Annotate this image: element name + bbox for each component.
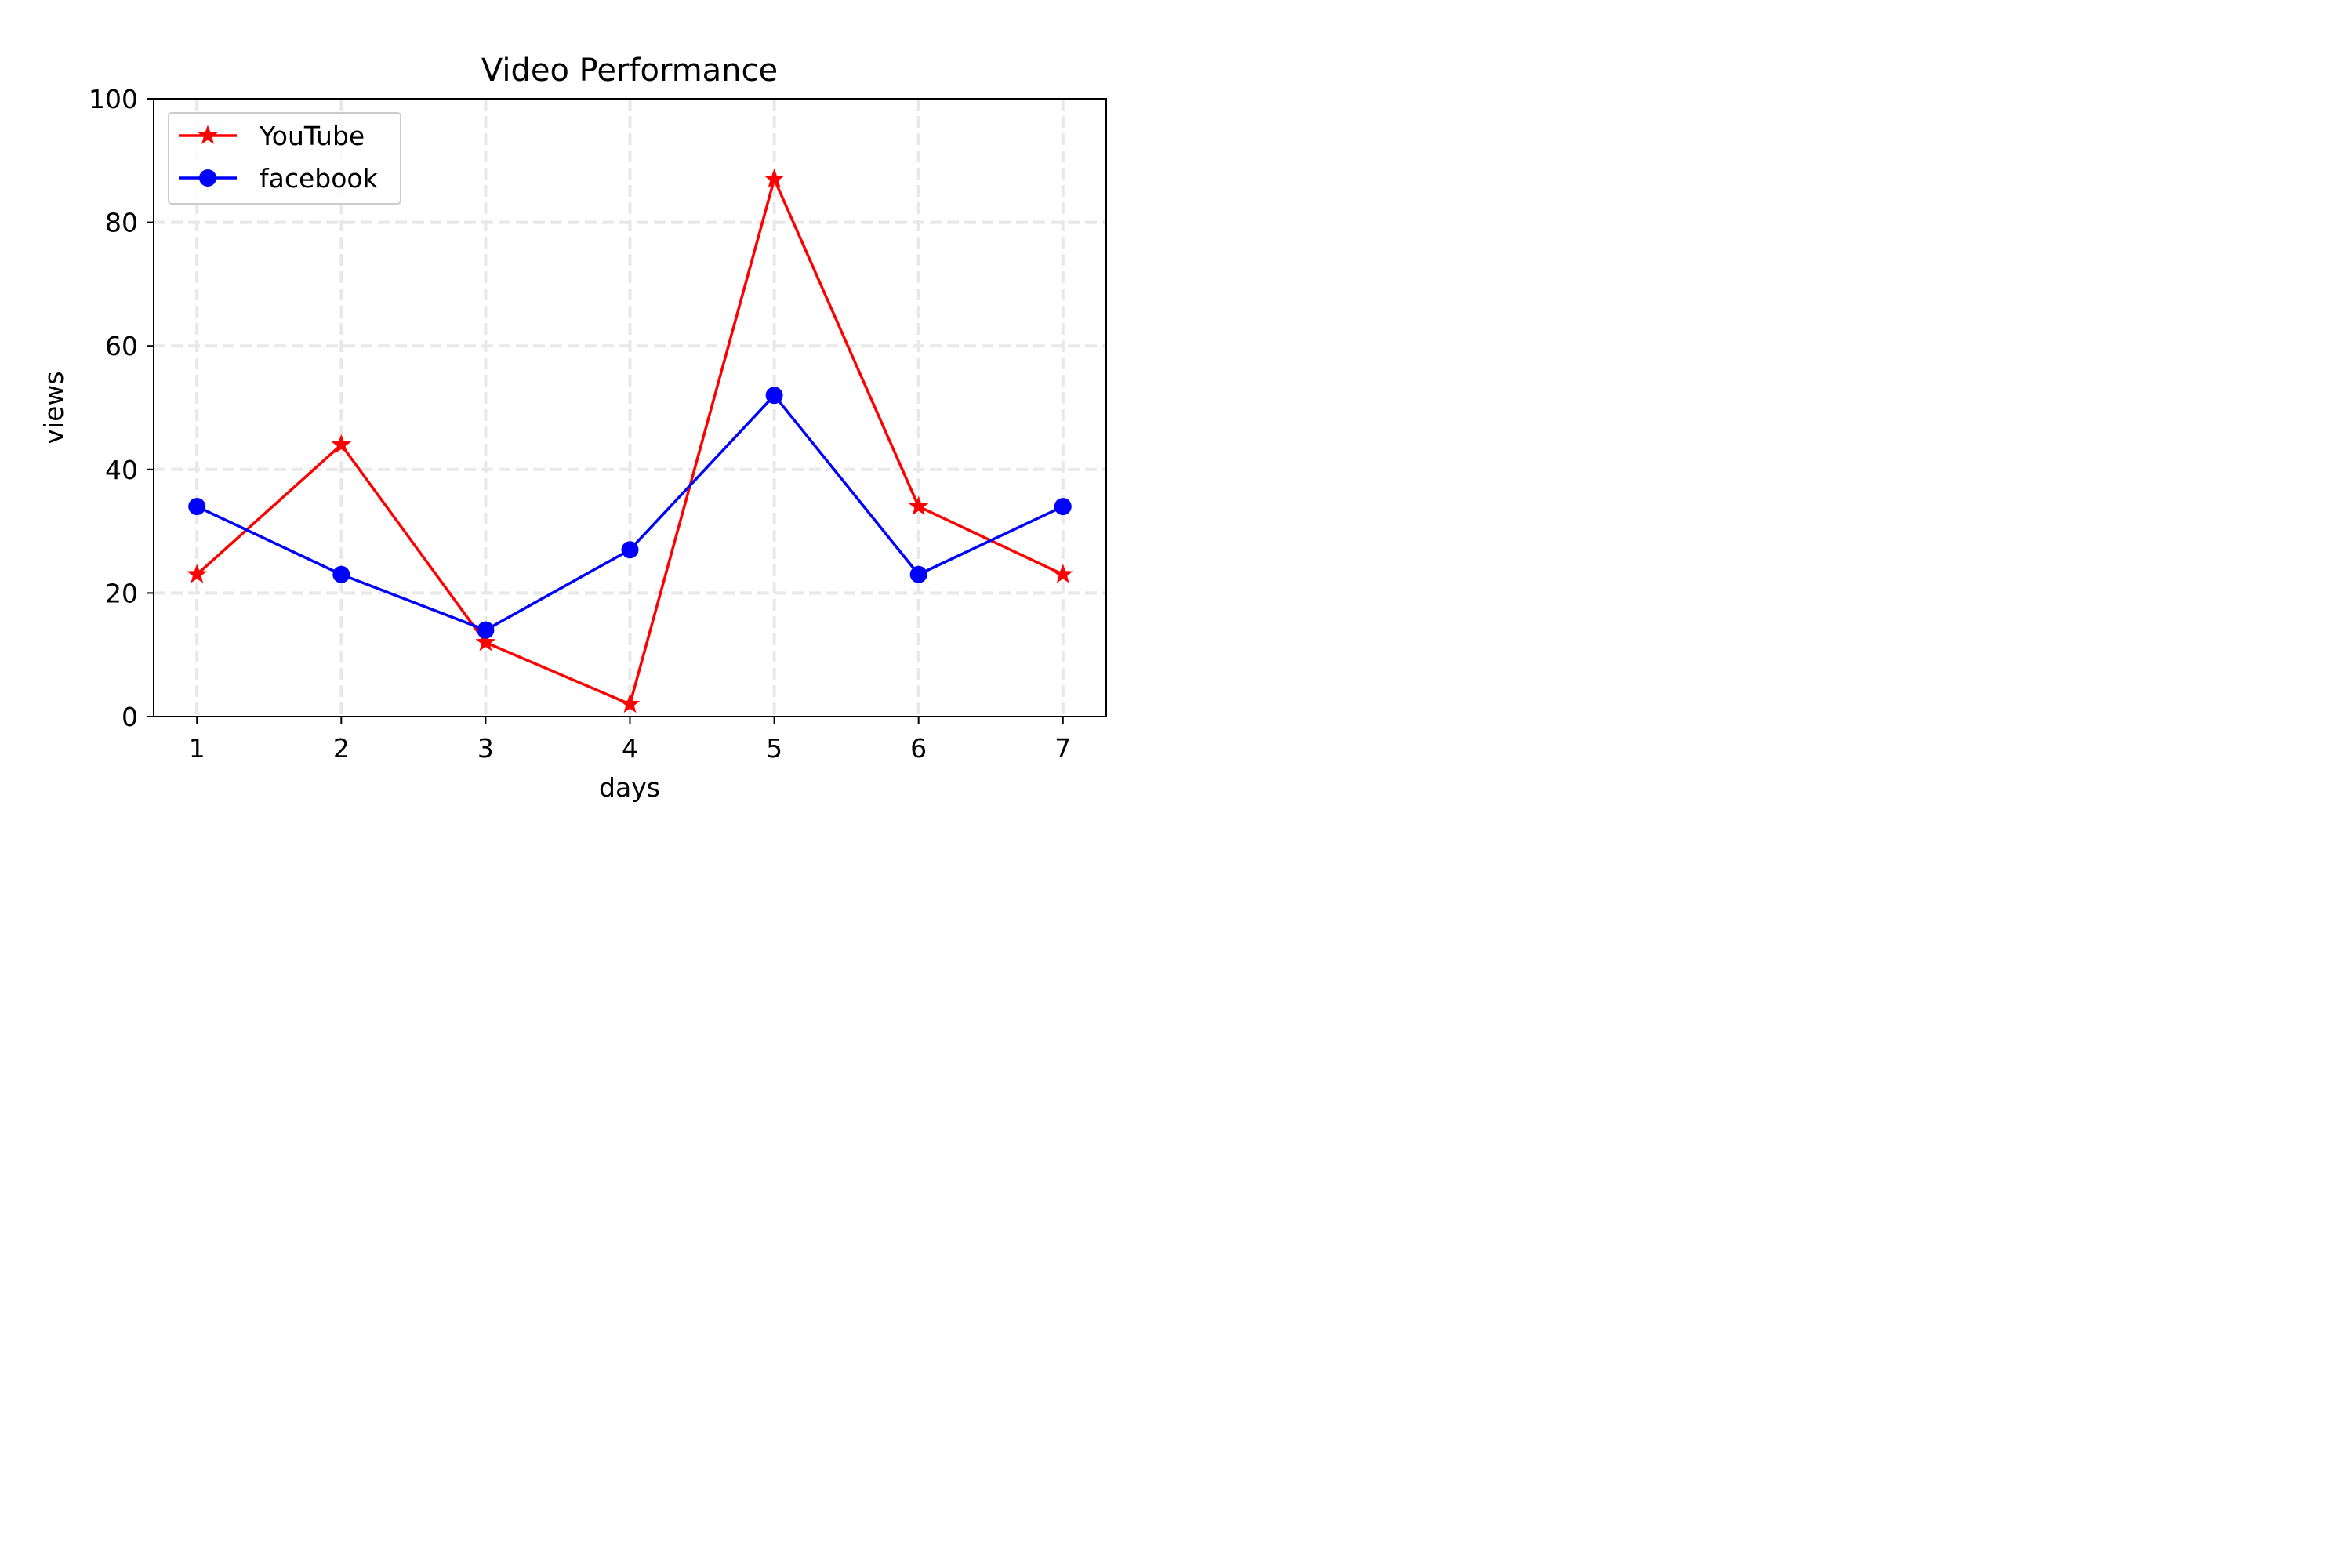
y-axis-label: views (38, 371, 69, 444)
data-point-facebook (477, 621, 495, 639)
y-tick-label: 20 (105, 578, 138, 608)
x-tick-label: 6 (910, 733, 927, 764)
data-point-youtube (187, 564, 208, 583)
x-tick-label: 7 (1054, 733, 1071, 764)
y-tick-label: 40 (105, 455, 138, 485)
data-point-facebook (188, 498, 206, 516)
legend-label-facebook: facebook (260, 163, 379, 194)
x-tick-label: 4 (622, 733, 638, 764)
data-point-youtube (908, 495, 929, 515)
y-tick-label: 100 (89, 84, 138, 114)
x-axis-label: days (599, 772, 660, 803)
y-axis-ticks: 0 20 40 60 80 100 (89, 84, 154, 732)
chart: Video Performance 1 2 3 4 5 6 7 0 20 40 60 80 100 d… (0, 0, 1212, 814)
legend-marker-facebook (199, 169, 216, 187)
line-chart: Video Performance 1 2 3 4 5 6 7 0 20 40 60 80 100 d… (0, 0, 1212, 814)
data-point-facebook (1054, 498, 1072, 516)
data-point-youtube (1052, 564, 1073, 583)
legend: YouTube facebook (168, 112, 401, 205)
y-tick-label: 80 (105, 208, 138, 238)
data-point-youtube (764, 168, 785, 188)
series-layer (187, 168, 1073, 713)
series-facebook (188, 387, 1072, 639)
x-tick-label: 1 (189, 733, 205, 764)
data-point-youtube (619, 693, 641, 713)
data-point-facebook (621, 541, 639, 559)
series-youtube (187, 168, 1073, 713)
data-point-facebook (765, 387, 783, 405)
chart-title: Video Performance (481, 53, 778, 89)
y-tick-label: 0 (122, 702, 138, 732)
x-tick-label: 5 (766, 733, 782, 764)
x-tick-label: 3 (477, 733, 494, 764)
data-point-facebook (332, 565, 350, 583)
x-axis-ticks: 1 2 3 4 5 6 7 (189, 717, 1071, 764)
y-tick-label: 60 (105, 331, 138, 361)
legend-marker-youtube (198, 125, 218, 144)
legend-label-youtube: YouTube (259, 121, 365, 151)
data-point-facebook (909, 565, 927, 583)
data-point-youtube (331, 434, 352, 454)
data-point-youtube (475, 631, 496, 652)
x-tick-label: 2 (333, 733, 350, 764)
